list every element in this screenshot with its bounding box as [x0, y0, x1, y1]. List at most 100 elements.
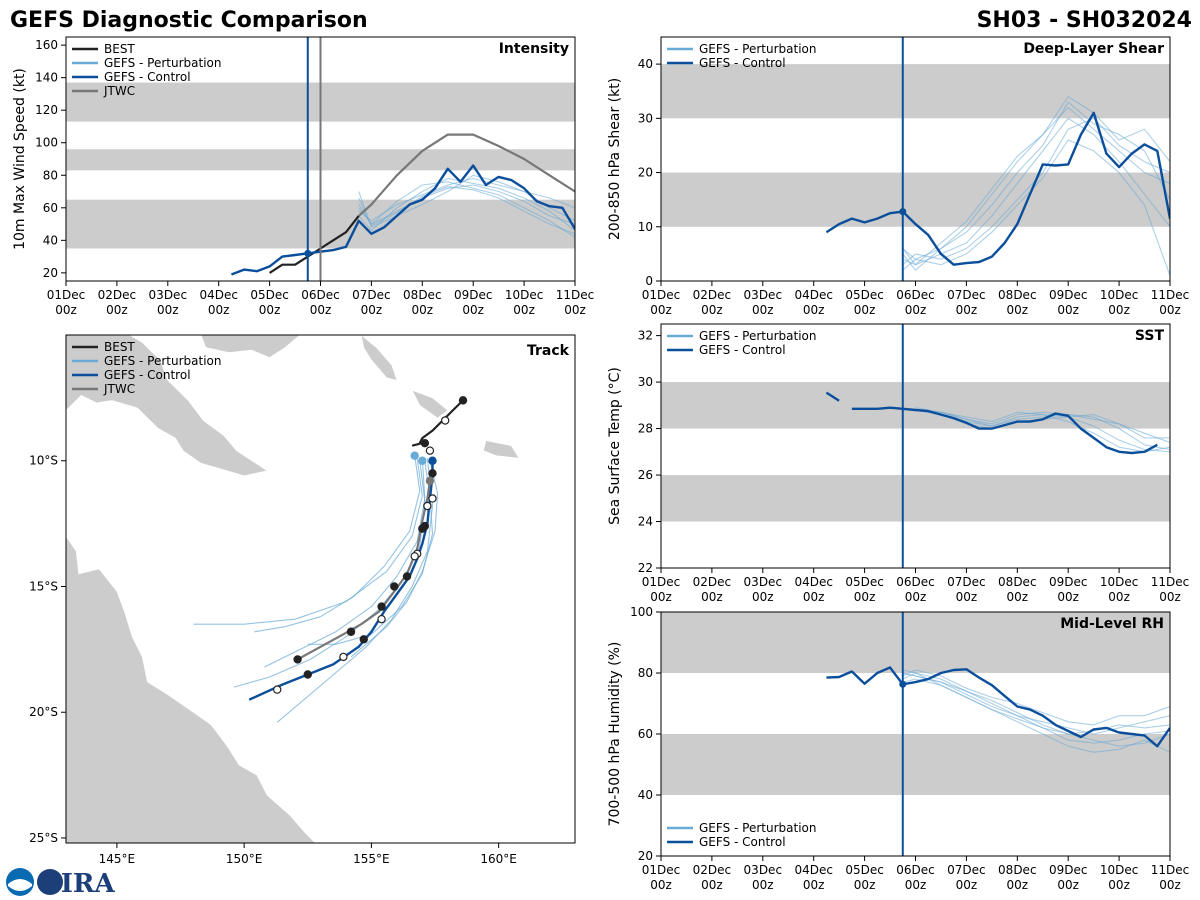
intensity-panel: 01Dec 00z 02Dec 00z 03Dec 00z 04Dec 00z 05Dec 00z…: [12, 36, 594, 317]
best-track-point: [423, 501, 432, 511]
pert-series-line: [902, 672, 1170, 747]
y-tick-label: 0: [645, 274, 653, 288]
init-point: [899, 208, 907, 216]
axes-frame: [65, 334, 576, 844]
y-tick-label: 10°S: [29, 454, 58, 468]
x-tick-label: 150°E: [226, 852, 263, 866]
panel-title: Intensity: [499, 41, 569, 57]
best-track-point: [339, 652, 348, 662]
x-tick-label: 03Dec 00z: [744, 863, 783, 892]
pert-series-line: [902, 117, 1170, 266]
pert-series-line: [915, 409, 1170, 451]
intensity-plot-area: [230, 133, 575, 276]
y-tick-label: 40: [638, 788, 653, 802]
y-tick-label: 10: [638, 220, 653, 234]
panel-title: SST: [1135, 328, 1165, 344]
x-tick-label: 07Dec 00z: [947, 863, 986, 892]
best-track-point: [410, 552, 419, 561]
new-britain-land: [200, 335, 301, 358]
cira-logo-text: CIRA: [40, 869, 115, 899]
x-tick-label: 05Dec 00z: [845, 575, 884, 604]
shear-plot-area: [825, 96, 1170, 276]
x-tick-label: 11Dec 00z: [1151, 863, 1190, 892]
pert-track-line: [193, 458, 423, 625]
x-tick-label: 02Dec 00z: [693, 863, 732, 892]
legend-label: GEFS - Perturbation: [699, 329, 816, 343]
legend-label: GEFS - Perturbation: [699, 821, 816, 835]
y-tick-label: 26: [638, 468, 653, 482]
best-track-point: [425, 446, 435, 455]
pert-series-line: [902, 117, 1170, 266]
rh-plot-area: [826, 666, 1170, 753]
pert-series-line: [902, 101, 1170, 271]
pert-series-line: [902, 672, 1170, 735]
best-track-point: [377, 602, 386, 611]
y-tick-label: 140: [35, 71, 58, 85]
x-tick-label: 03Dec 00z: [744, 575, 783, 604]
x-tick-label: 11Dec 00z: [1151, 288, 1190, 317]
pert-series-line: [902, 669, 1170, 726]
pert-series-line: [902, 669, 1170, 753]
pert-series-line: [902, 106, 1170, 260]
new-guinea-land: [66, 335, 268, 477]
control-series-line: [825, 391, 840, 402]
x-tick-label: 09Dec 00z: [1049, 288, 1088, 317]
legend-label: JTWC: [103, 382, 135, 396]
legend-label: GEFS - Perturbation: [104, 56, 221, 70]
bougainville-land: [360, 335, 398, 381]
best-track-point: [428, 469, 437, 478]
x-tick-label: 08Dec 00z: [998, 575, 1037, 604]
jtwc-track-line: [297, 480, 431, 661]
y-tick-label: 20°S: [29, 705, 58, 719]
x-tick-label: 01Dec 00z: [642, 575, 681, 604]
x-tick-label: 07Dec 00z: [947, 288, 986, 317]
x-tick-label: 04Dec 00z: [794, 575, 833, 604]
x-tick-label: 01Dec 00z: [47, 288, 86, 317]
x-tick-label: 10Dec 00z: [1100, 288, 1139, 317]
x-tick-label: 05Dec 00z: [845, 863, 884, 892]
x-tick-label: 01Dec 00z: [642, 863, 681, 892]
control-series-line: [826, 666, 1170, 748]
x-tick-label: 02Dec 00z: [98, 288, 137, 317]
y-axis-label: 10m Max Wind Speed (kt): [12, 68, 28, 250]
intensity-band: [661, 172, 1170, 227]
x-tick-label: 09Dec 00z: [1049, 863, 1088, 892]
x-tick-label: 155°E: [353, 852, 390, 866]
cira-globe-icon: [37, 869, 63, 895]
legend-label: GEFS - Control: [699, 835, 786, 849]
legend-label: GEFS - Perturbation: [104, 354, 221, 368]
best-track-point: [402, 572, 412, 581]
y-tick-label: 100: [630, 605, 653, 619]
legend-label: GEFS - Control: [104, 368, 191, 382]
x-tick-label: 07Dec 00z: [947, 575, 986, 604]
best-track-point: [303, 670, 312, 679]
panel-title: Deep-Layer Shear: [1023, 41, 1164, 57]
legend-label: BEST: [104, 42, 135, 56]
control-track-line: [248, 460, 434, 701]
x-tick-label: 06Dec 00z: [896, 575, 935, 604]
storm-id-title: SH03 - SH032024: [977, 8, 1192, 33]
y-tick-label: 30: [638, 375, 653, 389]
x-tick-label: 145°E: [99, 852, 136, 866]
y-axis-label: 700-500 hPa Humidity (%): [607, 642, 623, 827]
x-tick-label: 10Dec 00z: [505, 288, 544, 317]
y-tick-label: 24: [638, 515, 653, 529]
panel-title: Mid-Level RH: [1060, 616, 1164, 632]
axes-frame: [660, 323, 1171, 569]
y-axis-label: 200-850 hPa Shear (kt): [607, 78, 623, 240]
track-map-area: [66, 335, 520, 843]
intensity-band: [661, 612, 1170, 673]
x-tick-label: 08Dec 00z: [403, 288, 442, 317]
shear-panel: 01Dec 00z 02Dec 00z 03Dec 00z 04Dec 00z 05Dec 00z…: [607, 36, 1190, 317]
y-tick-label: 160: [35, 38, 58, 52]
best-track-point: [273, 685, 282, 694]
x-tick-label: 02Dec 00z: [693, 288, 732, 317]
x-tick-label: 10Dec 00z: [1100, 863, 1139, 892]
legend-label: GEFS - Control: [699, 343, 786, 357]
best-track-line: [411, 442, 423, 447]
y-tick-label: 20: [638, 166, 653, 180]
pert-series-line: [915, 407, 1170, 453]
y-tick-label: 60: [638, 727, 653, 741]
pert-track-line: [254, 455, 421, 633]
y-tick-label: 120: [35, 103, 58, 117]
